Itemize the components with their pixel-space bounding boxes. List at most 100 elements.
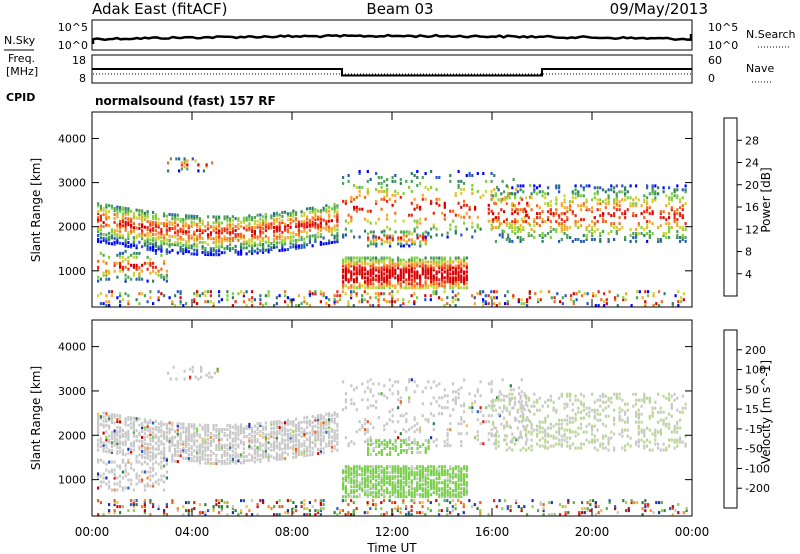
scatter-cell [389, 242, 392, 246]
scatter-cell [430, 493, 433, 497]
scatter-cell [146, 462, 149, 466]
scatter-cell [231, 223, 234, 227]
scatter-cell [251, 238, 254, 241]
scatter-cell [146, 210, 149, 214]
scatter-cell [389, 453, 392, 456]
scatter-cell [121, 208, 124, 212]
nave-right-label: Nave [746, 62, 774, 75]
scatter-cell [121, 251, 124, 255]
scatter-cell [110, 441, 113, 444]
scatter-cell [237, 437, 240, 441]
scatter-cell [361, 477, 364, 481]
scatter-cell [226, 225, 229, 229]
scatter-cell [347, 258, 350, 262]
scatter-cell [372, 276, 375, 280]
scatter-cell [377, 217, 380, 221]
scatter-cell [463, 278, 466, 282]
scatter-cell [684, 188, 687, 192]
scatter-cell [643, 234, 646, 237]
scatter-cell [311, 234, 314, 238]
scatter-cell [529, 195, 532, 199]
scatter-cell [154, 213, 157, 217]
scatter-cell [582, 202, 585, 206]
scatter-cell [402, 428, 405, 432]
scatter-cell [541, 220, 544, 224]
scatter-cell [604, 220, 607, 224]
scatter-cell [638, 290, 641, 294]
scatter-cell [231, 445, 234, 449]
scatter-cell [399, 481, 402, 485]
scatter-cell [515, 207, 518, 211]
scatter-cell [248, 242, 251, 246]
scatter-cell [411, 451, 414, 454]
scatter-cell [616, 304, 619, 308]
scatter-cell [397, 471, 400, 475]
scatter-cell [350, 398, 353, 402]
scatter-cell [317, 215, 320, 219]
scatter-cell [397, 264, 400, 268]
scatter-cell [416, 428, 419, 432]
scatter-cell [432, 282, 435, 286]
scatter-cell [113, 263, 116, 267]
scatter-cell [504, 294, 507, 298]
scatter-cell [319, 425, 322, 429]
scatter-cell [99, 480, 102, 484]
scatter-cell [229, 221, 232, 225]
scatter-cell [124, 240, 127, 244]
scatter-cell [110, 443, 113, 446]
scatter-cell [383, 384, 386, 388]
scatter-cell [187, 439, 190, 442]
scatter-cell [463, 276, 466, 280]
scatter-cell [353, 481, 356, 485]
scatter-cell [388, 264, 391, 268]
scatter-cell [446, 428, 449, 432]
power-panel-frame [91, 111, 693, 308]
scatter-cell [460, 418, 463, 422]
scatter-cell [281, 457, 284, 461]
scatter-cell [413, 229, 416, 233]
scatter-cell [635, 232, 638, 235]
scatter-cell [452, 477, 455, 481]
scatter-cell [353, 284, 356, 288]
scatter-cell [135, 455, 138, 458]
scatter-cell [204, 290, 207, 294]
scatter-cell [253, 460, 256, 464]
scatter-cell [132, 226, 135, 230]
scatter-cell [99, 484, 102, 488]
scatter-cell [152, 214, 155, 218]
scatter-cell [264, 445, 267, 449]
scatter-cell [342, 181, 345, 185]
scatter-cell [405, 420, 408, 424]
scatter-cell [220, 453, 223, 457]
scatter-cell [116, 241, 119, 245]
scatter-cell [538, 216, 541, 220]
scatter-cell [226, 239, 229, 243]
scatter-cell [402, 270, 405, 274]
scatter-cell [264, 218, 267, 222]
scatter-cell [102, 213, 105, 217]
scatter-cell [383, 262, 386, 266]
scatter-cell [176, 446, 179, 450]
scatter-cell [314, 216, 317, 219]
scatter-cell [138, 445, 141, 449]
scatter-cell [386, 278, 389, 282]
scatter-cell [138, 209, 141, 212]
scatter-cell [512, 436, 515, 440]
scatter-cell [132, 222, 135, 226]
scatter-cell [342, 408, 345, 412]
scatter-cell [342, 233, 345, 237]
scatter-cell [432, 473, 435, 477]
scatter-cell [163, 214, 166, 218]
scatter-cell [410, 278, 413, 282]
scatter-cell [141, 445, 144, 449]
scatter-cell [386, 445, 389, 448]
scatter-cell [303, 428, 306, 432]
scatter-cell [386, 268, 389, 272]
scatter-cell [328, 422, 331, 426]
scatter-cell [465, 493, 468, 497]
scatter-cell [251, 434, 254, 438]
scatter-cell [413, 272, 416, 276]
scatter-cell [270, 422, 273, 426]
scatter-cell [375, 199, 378, 203]
scatter-cell [572, 302, 575, 306]
